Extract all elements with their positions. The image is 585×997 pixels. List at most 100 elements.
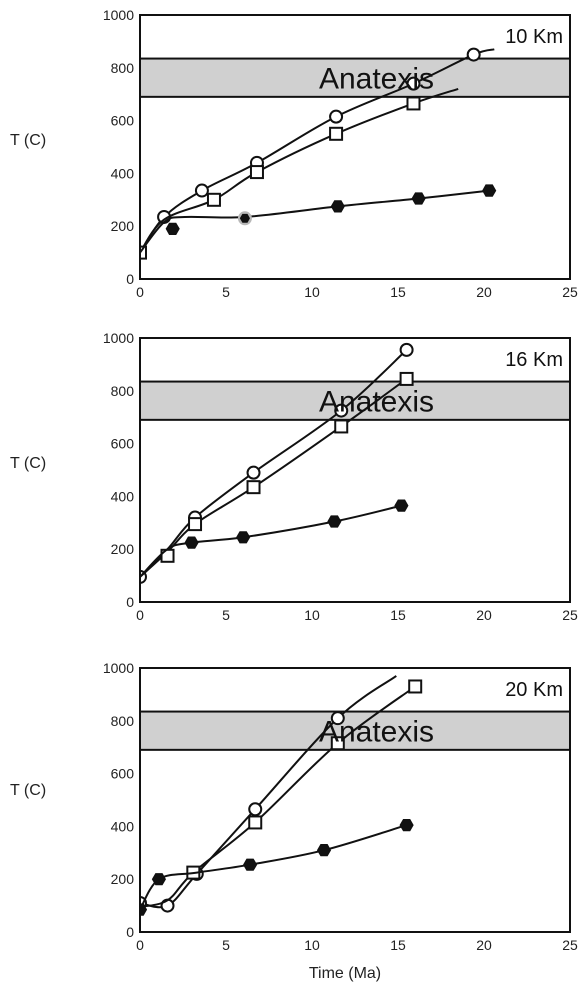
y-tick-labels: 0 200 400 600 800 1000 (103, 7, 134, 287)
series-line (140, 504, 402, 578)
x-tick-label: 15 (390, 284, 406, 300)
hexagon-marker (236, 531, 251, 544)
series-layer (140, 675, 423, 916)
y-tick-label: 0 (126, 924, 134, 940)
anatexis-label: Anatexis (319, 386, 434, 419)
square-marker (249, 165, 264, 180)
hexagon-marker (411, 192, 426, 205)
x-tick-label: 5 (222, 607, 230, 623)
x-tick-label: 0 (136, 607, 144, 623)
y-tick-label: 1000 (103, 330, 134, 346)
series-line (140, 189, 490, 254)
depth-label: 20 Km (505, 679, 563, 701)
x-tick-label: 25 (562, 284, 578, 300)
hexagon-marker (394, 499, 409, 512)
x-tick-label: 10 (304, 607, 320, 623)
y-tick-label: 1000 (103, 7, 134, 23)
circle-marker (248, 802, 263, 817)
depth-label: 10 Km (505, 26, 563, 48)
hexagon-marker (165, 222, 180, 235)
x-tick-labels: 0 5 10 15 20 25 (136, 284, 578, 300)
y-tick-label: 400 (111, 488, 135, 504)
series-hexagon (140, 499, 409, 578)
plot-frame (139, 667, 571, 933)
square-marker (246, 480, 261, 495)
plot-frame (139, 14, 571, 280)
hexagon-marker (151, 873, 166, 886)
series-square (140, 87, 459, 260)
y-tick-label: 400 (111, 165, 135, 181)
y-tick-label: 600 (111, 766, 135, 782)
depth-label: 16 Km (505, 349, 563, 371)
series-line (140, 87, 459, 254)
series-layer (140, 47, 497, 260)
series-hexagon (140, 819, 414, 916)
hexagon-marker (239, 213, 250, 223)
y-tick-label: 400 (111, 818, 135, 834)
square-marker (399, 371, 414, 386)
series-circle (140, 47, 495, 260)
hexagon-marker (399, 819, 414, 832)
y-tick-label: 600 (111, 436, 135, 452)
x-tick-label: 0 (136, 937, 144, 953)
circle-marker (246, 465, 261, 480)
y-tick-label: 800 (111, 60, 135, 76)
circle-marker (334, 403, 349, 418)
series-square (140, 679, 423, 908)
y-axis-title: T (C) (10, 132, 46, 149)
square-marker (406, 96, 421, 111)
y-tick-label: 800 (111, 713, 135, 729)
x-tick-label: 10 (304, 284, 320, 300)
x-tick-label: 15 (390, 937, 406, 953)
y-tick-labels: 0 200 400 600 800 1000 (103, 330, 134, 610)
y-tick-label: 200 (111, 218, 135, 234)
x-tick-label: 5 (222, 284, 230, 300)
x-tick-label: 0 (136, 284, 144, 300)
circle-marker (194, 183, 209, 198)
x-tick-labels: 0 5 10 15 20 25 (136, 607, 578, 623)
series-line (140, 685, 416, 908)
square-marker (140, 245, 147, 260)
x-tick-label: 20 (476, 607, 492, 623)
series-hexagon (140, 184, 497, 254)
y-tick-label: 200 (111, 871, 135, 887)
anatexis-label: Anatexis (319, 63, 434, 96)
square-marker (330, 736, 345, 751)
hexagon-marker (140, 903, 148, 916)
x-tick-label: 20 (476, 284, 492, 300)
x-tick-label: 25 (562, 607, 578, 623)
hexagon-marker (184, 536, 199, 549)
hexagon-marker (243, 858, 258, 871)
x-tick-label: 15 (390, 607, 406, 623)
y-tick-label: 0 (126, 594, 134, 610)
series-line (140, 824, 407, 911)
hexagon-marker (327, 515, 342, 528)
series-line (140, 48, 495, 254)
series-layer (140, 342, 414, 584)
x-tick-label: 20 (476, 937, 492, 953)
circle-marker (330, 711, 345, 726)
plot-frame (139, 337, 571, 603)
square-marker (248, 815, 263, 830)
square-marker (206, 192, 221, 207)
circle-marker (406, 76, 421, 91)
y-tick-label: 800 (111, 383, 135, 399)
series-circle (140, 342, 414, 584)
series-square (140, 371, 414, 578)
square-marker (408, 679, 423, 694)
anatexis-label: Anatexis (319, 716, 434, 749)
square-marker (329, 126, 344, 141)
x-tick-labels: 0 5 10 15 20 25 (136, 937, 578, 953)
circle-marker (329, 109, 344, 124)
y-axis-title: T (C) (10, 782, 46, 799)
x-axis-title: Time (Ma) (309, 965, 381, 982)
circle-marker (399, 342, 414, 357)
x-tick-label: 10 (304, 937, 320, 953)
hexagon-marker (316, 844, 332, 857)
y-tick-label: 0 (126, 271, 134, 287)
x-tick-label: 5 (222, 937, 230, 953)
